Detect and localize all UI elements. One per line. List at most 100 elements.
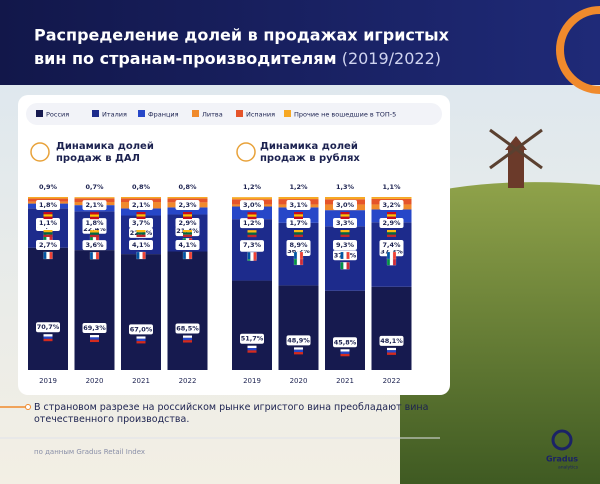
label-bg: [240, 200, 264, 211]
value-label: 67,0%: [130, 325, 153, 333]
x-tick-label: 2020: [86, 377, 104, 385]
flag: [340, 234, 350, 237]
label-bg: [82, 323, 107, 334]
icon-glasses: [30, 142, 50, 162]
flag: [343, 251, 347, 260]
label-bg: [379, 335, 404, 346]
label-bg: [333, 240, 357, 250]
value-label: 1,1%: [39, 219, 58, 227]
flag: [293, 251, 298, 260]
bar-segment: [28, 197, 68, 199]
legend-label: Россия: [46, 111, 69, 119]
label-bg: [82, 218, 107, 229]
flag: [386, 251, 391, 260]
flag: [43, 212, 53, 215]
flag: [183, 234, 192, 237]
note: В страновом разрезе на российском рынке …: [34, 402, 429, 425]
flag: [43, 214, 53, 217]
flag: [340, 349, 350, 352]
flag: [183, 214, 192, 217]
bar-segment: [121, 197, 161, 199]
flag: [90, 337, 99, 340]
flag: [136, 234, 146, 237]
flag: [387, 234, 396, 237]
note-dot: [25, 404, 31, 410]
label-bg: [175, 218, 200, 228]
value-label: 3,1%: [289, 201, 308, 209]
bar-segment: [74, 197, 115, 199]
value-label: 8,9%: [289, 241, 308, 249]
legend-label: Испания: [246, 111, 275, 119]
flag: [389, 251, 394, 260]
x-tick-label: 2022: [383, 377, 401, 385]
value-label: 22,4%: [83, 225, 106, 233]
flag: [247, 212, 257, 215]
value-label: 2,9%: [178, 219, 197, 227]
bar-segment: [232, 280, 272, 370]
value-label: 2,1%: [132, 201, 151, 209]
legend-label: Литва: [202, 111, 223, 119]
label-bg: [240, 333, 264, 344]
flag: [136, 251, 140, 260]
flag: [49, 251, 53, 260]
x-tick-label: 2019: [39, 377, 57, 385]
flag: [253, 252, 257, 260]
flag: [136, 214, 146, 217]
value-label: 2,7%: [39, 241, 58, 249]
flag: [340, 214, 350, 217]
flag: [294, 352, 303, 355]
label-bg: [129, 200, 153, 210]
value-label: 37,3%: [380, 247, 403, 255]
flag: [340, 351, 350, 354]
decor-ring: [556, 6, 600, 94]
value-label: 48,1%: [380, 337, 403, 345]
value-label: 4,1%: [178, 241, 197, 249]
flag: [299, 251, 304, 260]
flag: [387, 216, 396, 219]
label-bg: [36, 218, 60, 228]
flag: [90, 232, 99, 235]
value-label: 2,1%: [85, 201, 104, 209]
flag: [43, 230, 53, 233]
bar-segment: [278, 285, 319, 370]
flag: [185, 251, 190, 260]
bar-segment: [167, 207, 208, 215]
flag: [43, 234, 53, 237]
flag: [294, 214, 303, 217]
value-label: 0,7%: [85, 183, 104, 191]
flag: [294, 349, 303, 353]
label-bg: [286, 218, 311, 228]
legend-label: Франция: [148, 111, 179, 119]
flag: [387, 232, 396, 235]
value-label: 1,3%: [336, 183, 355, 191]
flag: [340, 251, 344, 260]
value-label: 2,9%: [382, 219, 401, 227]
flag: [139, 251, 143, 260]
value-label: 4,1%: [132, 241, 151, 249]
label-bg: [379, 218, 404, 228]
flag: [340, 262, 344, 270]
logo-text: Gradus: [546, 455, 578, 464]
label-bg: [286, 335, 311, 346]
flag: [90, 230, 99, 233]
flag: [387, 212, 396, 215]
value-label: 7,4%: [382, 241, 401, 249]
label-bg: [333, 218, 357, 228]
flag: [346, 251, 350, 260]
flag: [387, 350, 396, 353]
flag: [43, 232, 53, 235]
flag: [92, 252, 97, 260]
flag: [294, 347, 303, 350]
flag: [95, 252, 100, 260]
label-bg: [286, 240, 311, 250]
bar-segment: [167, 197, 208, 199]
legend-label: Италия: [102, 111, 127, 119]
label-bg: [379, 240, 404, 250]
flag: [250, 252, 254, 260]
bar-segment: [371, 197, 412, 199]
chart-title: продаж в рублях: [260, 152, 360, 164]
flag: [294, 234, 303, 237]
flag: [136, 212, 146, 215]
